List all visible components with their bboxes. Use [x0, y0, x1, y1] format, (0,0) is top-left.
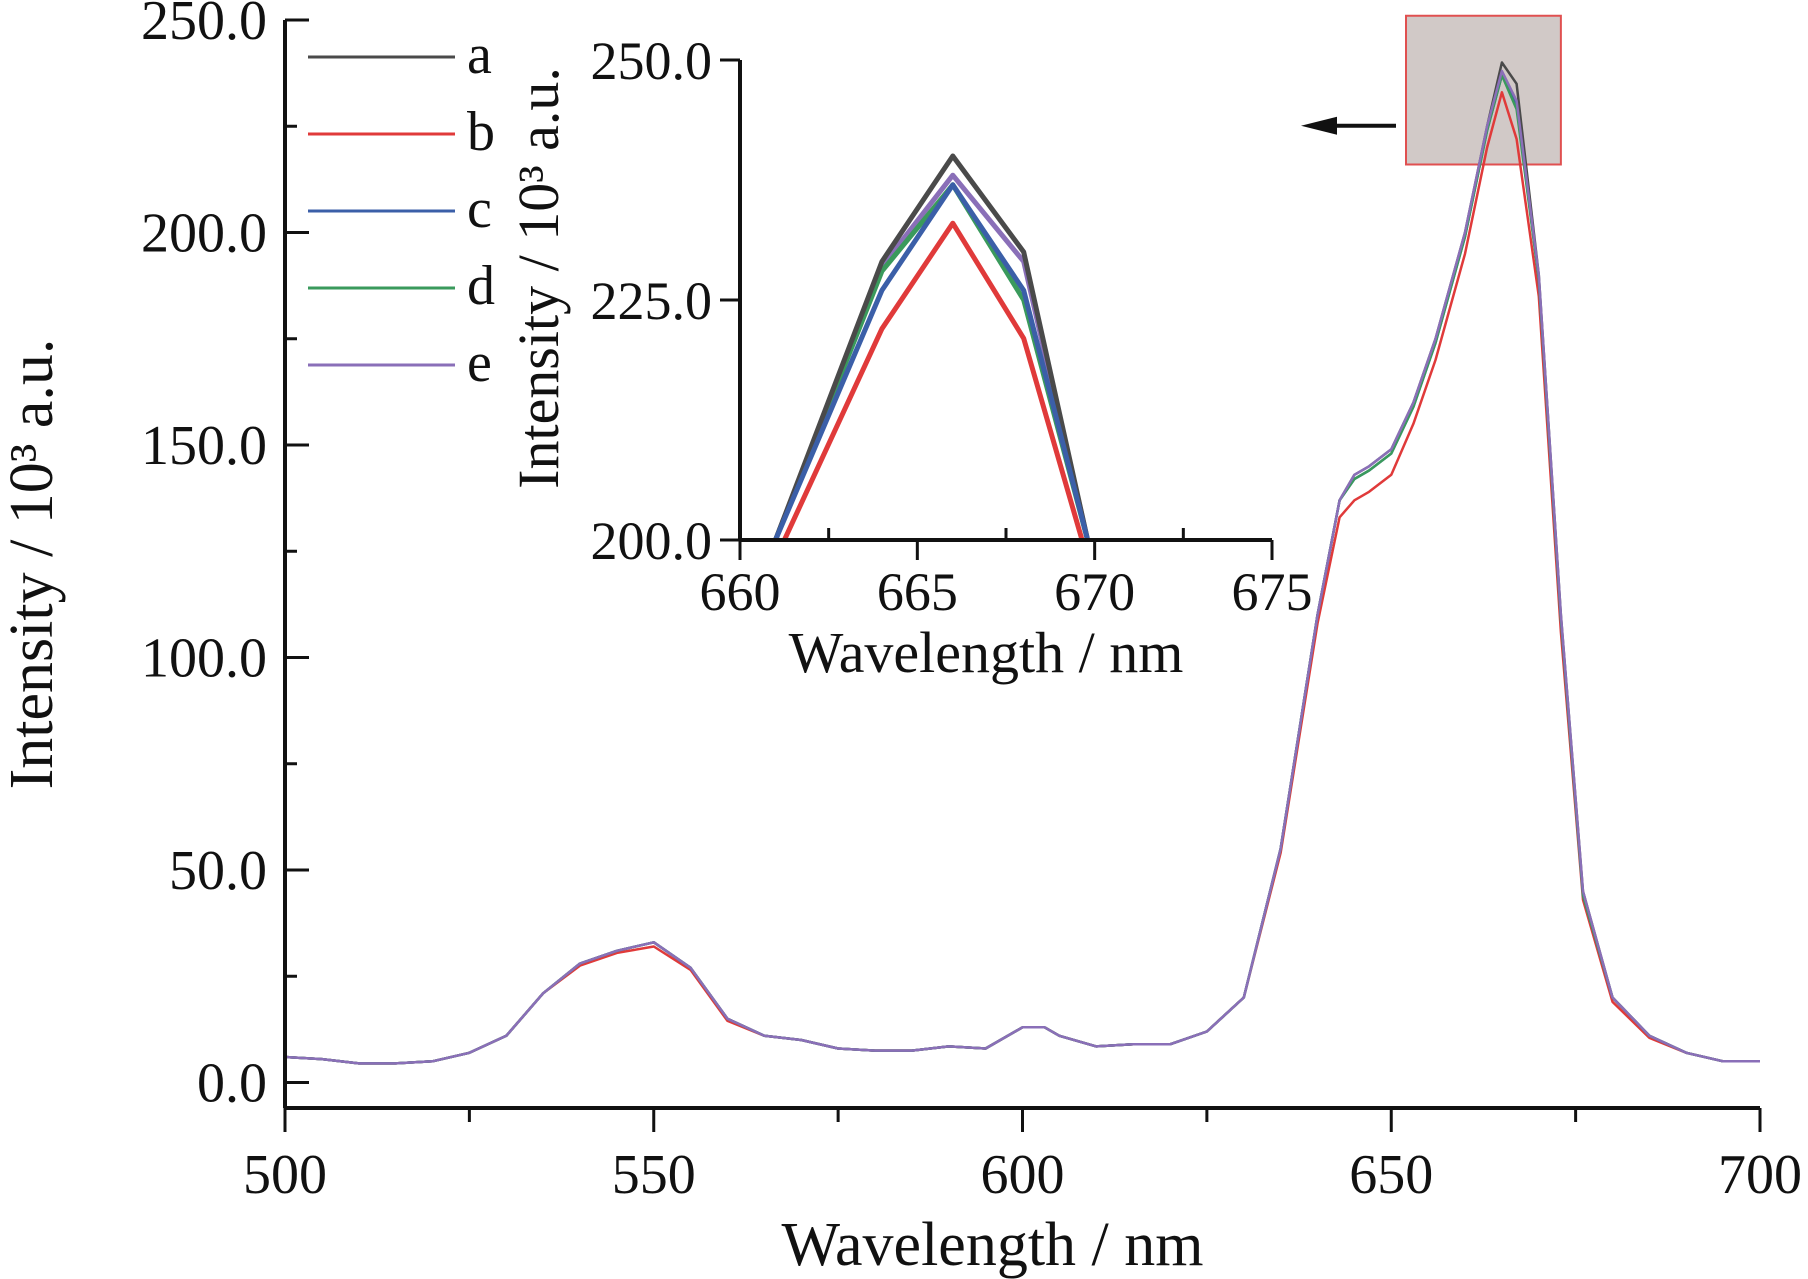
inset-x-tick-label: 660: [700, 562, 781, 622]
inset-x-tick-label: 675: [1232, 562, 1313, 622]
y-tick-label: 200.0: [141, 203, 267, 265]
legend-label-b: b: [467, 101, 495, 163]
inset-y-tick-label: 225.0: [591, 271, 713, 331]
legend-label-e: e: [467, 332, 492, 394]
x-tick-label: 700: [1718, 1144, 1802, 1206]
y-tick-label: 100.0: [141, 628, 267, 690]
x-axis-title: Wavelength / nm: [781, 1211, 1203, 1279]
inset-series-group: [773, 153, 1091, 540]
x-tick-label: 600: [981, 1144, 1065, 1206]
x-tick-label: 550: [612, 1144, 696, 1206]
y-tick-label: 150.0: [141, 415, 267, 477]
legend-label-c: c: [467, 178, 492, 240]
inset-y-tick-label: 200.0: [591, 511, 713, 571]
inset-plot: 200.0 225.0 250.0 660 665 670 675 Wavelength / …: [506, 31, 1313, 685]
inset-x-axis-title: Wavelength / nm: [789, 620, 1184, 685]
inset-series-line-c: [773, 182, 1091, 540]
legend-label-d: d: [467, 255, 495, 317]
inset-background: [738, 58, 1274, 542]
series-line-e: [284, 69, 1760, 1065]
x-tick-label: 500: [243, 1144, 327, 1206]
y-tick-label: 0.0: [197, 1053, 267, 1115]
inset-series-line-b: [781, 220, 1085, 540]
legend-label-a: a: [467, 24, 492, 86]
inset-y-axis-title: Intensity / 10³ a.u.: [506, 67, 571, 489]
inset-series-line-a: [773, 153, 1091, 540]
zoom-arrow-head-icon: [1301, 116, 1337, 135]
y-tick-label: 50.0: [169, 840, 267, 902]
y-tick-label: 250.0: [141, 0, 267, 52]
inset-x-tick-label: 670: [1054, 562, 1135, 622]
inset-x-tick-label: 665: [877, 562, 958, 622]
y-axis-title: Intensity / 10³ a.u.: [0, 339, 66, 790]
inset-y-tick-label: 250.0: [591, 31, 713, 91]
x-tick-label: 650: [1349, 1144, 1433, 1206]
